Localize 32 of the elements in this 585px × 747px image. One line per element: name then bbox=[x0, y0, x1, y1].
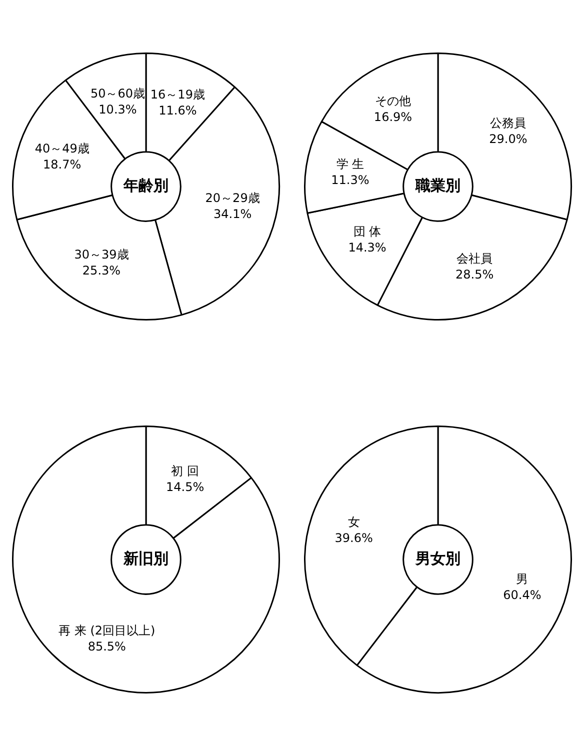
slice-label: 学 生 bbox=[336, 156, 364, 171]
text: 新旧別 bbox=[122, 549, 168, 568]
data-label: 11.3% bbox=[331, 172, 370, 187]
data-label: 39.6% bbox=[334, 531, 373, 546]
slice-label: 16～19歳 bbox=[150, 88, 205, 102]
slice-label: 女 bbox=[348, 515, 360, 530]
slice-label: 男 bbox=[516, 572, 528, 586]
slice-label: その他 bbox=[375, 94, 411, 108]
slice-label: 20～29歳 bbox=[205, 190, 260, 205]
slice-label: 40～49歳 bbox=[34, 141, 90, 156]
data-label: 16.9% bbox=[374, 110, 412, 124]
slice-label: 再 来 (2回目以上) bbox=[58, 623, 156, 638]
slice-label: 団 体 bbox=[353, 224, 382, 238]
data-label: 28.5% bbox=[456, 268, 494, 282]
data-label: 29.0% bbox=[489, 132, 528, 146]
slice-label: 30～39歳 bbox=[74, 248, 129, 262]
data-label: 14.3% bbox=[348, 240, 386, 254]
slice-label: 会社員 bbox=[456, 252, 493, 266]
data-label: 10.3% bbox=[98, 102, 137, 116]
data-label: 14.5% bbox=[166, 480, 204, 494]
slice-label: 50～60歳 bbox=[90, 86, 146, 100]
text: 年齢別 bbox=[122, 176, 168, 194]
data-label: 18.7% bbox=[43, 157, 82, 172]
text: 職業別 bbox=[414, 176, 460, 194]
text: 男女別 bbox=[414, 549, 460, 568]
slice-label: 公務員 bbox=[490, 116, 526, 130]
data-label: 85.5% bbox=[88, 639, 126, 654]
slice-label: 初 回 bbox=[171, 464, 200, 478]
data-label: 34.1% bbox=[213, 206, 252, 221]
data-label: 11.6% bbox=[158, 104, 197, 118]
data-label: 60.4% bbox=[503, 588, 542, 602]
data-label: 25.3% bbox=[82, 264, 121, 278]
